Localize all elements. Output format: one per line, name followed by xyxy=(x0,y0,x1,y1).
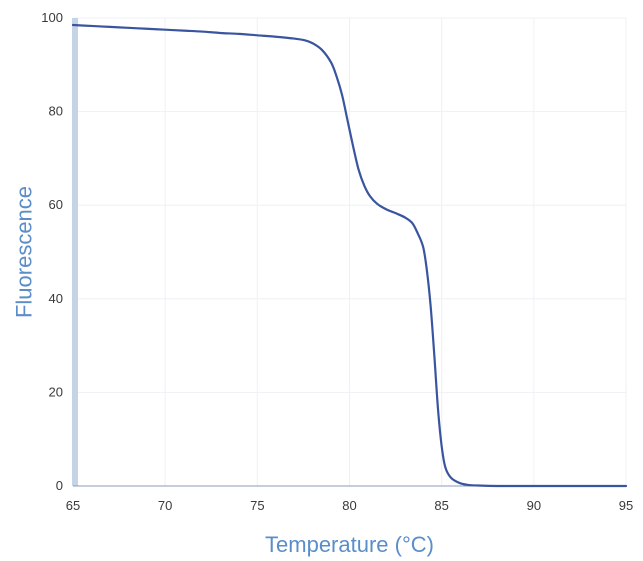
x-axis-title: Temperature (°C) xyxy=(265,532,434,557)
grid-lines xyxy=(72,17,627,487)
y-axis-title: Fluorescence xyxy=(12,186,37,318)
series-line-fluorescence xyxy=(71,23,628,488)
y-tick-label: 60 xyxy=(49,197,63,212)
y-tick-label: 40 xyxy=(49,291,63,306)
y-axis-ticks: 0 20 40 60 80 100 xyxy=(41,10,63,493)
y-tick-label: 80 xyxy=(49,104,63,119)
x-tick-label: 70 xyxy=(158,498,172,513)
x-tick-label: 75 xyxy=(250,498,264,513)
y-tick-label: 100 xyxy=(41,10,63,25)
x-tick-label: 65 xyxy=(66,498,80,513)
y-tick-label: 20 xyxy=(49,384,63,399)
x-tick-label: 90 xyxy=(527,498,541,513)
x-axis-ticks: 65 70 75 80 85 90 95 xyxy=(66,498,633,513)
x-tick-label: 95 xyxy=(619,498,633,513)
x-tick-label: 80 xyxy=(342,498,356,513)
y-axis-band xyxy=(72,18,78,486)
x-tick-label: 85 xyxy=(434,498,448,513)
y-tick-label: 0 xyxy=(56,478,63,493)
